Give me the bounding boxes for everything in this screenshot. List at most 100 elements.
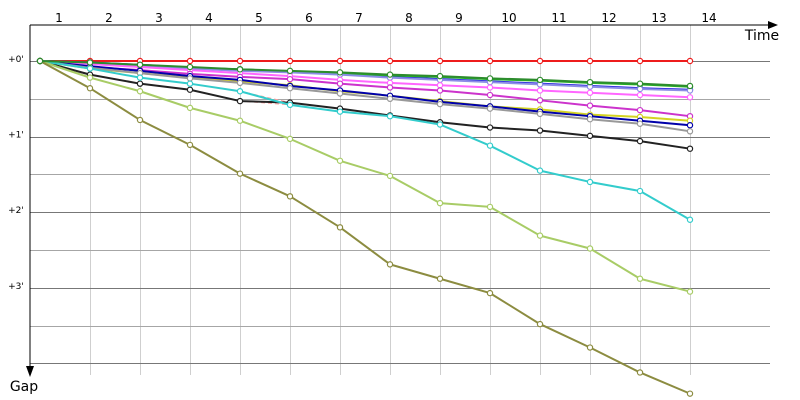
data-point: [586, 344, 594, 351]
data-point: [636, 85, 644, 93]
data-point: [436, 121, 444, 128]
x-axis-arrow-icon: [768, 21, 778, 29]
series-1: [36, 57, 694, 65]
data-point: [336, 90, 344, 97]
series-6: [36, 57, 694, 120]
series-line: [39, 60, 691, 127]
data-point: [436, 275, 444, 282]
data-point: [36, 57, 44, 65]
data-point: [186, 86, 194, 93]
series-line: [39, 60, 691, 118]
data-point: [636, 369, 644, 376]
data-point: [536, 127, 544, 134]
data-point: [236, 66, 244, 73]
y-tick-label: +1': [8, 131, 24, 141]
y-tick-label: +0': [8, 55, 24, 65]
data-point: [386, 71, 394, 78]
data-point: [286, 135, 294, 143]
series-line: [39, 60, 691, 293]
data-point: [636, 275, 644, 282]
data-point: [186, 75, 194, 82]
y-axis-label: Gap: [10, 379, 38, 395]
data-point: [686, 57, 694, 65]
data-point: [636, 91, 644, 99]
data-point: [236, 57, 244, 65]
data-point: [386, 84, 394, 91]
x-tick-label: 6: [305, 11, 313, 25]
data-point: [236, 117, 244, 124]
data-point: [386, 112, 394, 120]
data-point: [486, 91, 494, 99]
data-point: [486, 84, 494, 91]
data-point: [686, 94, 694, 101]
x-tick-label: 10: [501, 11, 516, 25]
data-point: [686, 288, 694, 295]
y-tick-labels: +0' +1' +2' +3': [8, 55, 24, 292]
data-point: [186, 141, 194, 149]
data-point: [686, 82, 694, 90]
data-point: [536, 76, 544, 84]
data-point: [186, 80, 194, 87]
data-point: [236, 88, 244, 95]
x-tick-label: 12: [601, 11, 616, 25]
series-14: [36, 57, 694, 90]
data-point: [286, 101, 294, 109]
data-point: [86, 74, 94, 81]
series-line: [39, 60, 691, 221]
x-tick-label: 11: [551, 11, 566, 25]
series-13: [36, 57, 694, 397]
x-tick-labels: 1 2 3 4 5 6 7 8 9 10 11 12 13 14: [55, 11, 716, 25]
data-point: [386, 172, 394, 180]
data-point: [636, 57, 644, 65]
data-point: [486, 105, 494, 112]
data-point: [236, 97, 244, 105]
data-point: [686, 128, 694, 135]
data-point: [486, 142, 494, 149]
data-point: [286, 85, 294, 92]
data-point: [436, 81, 444, 89]
x-tick-label: 1: [55, 11, 63, 25]
data-point: [436, 57, 444, 65]
y-tick-label: +2': [8, 206, 24, 216]
data-point: [336, 157, 344, 164]
data-point: [186, 104, 194, 112]
y-axis-arrow-icon: [26, 366, 34, 377]
data-point: [636, 137, 644, 145]
series-line: [39, 60, 691, 87]
data-point: [186, 57, 194, 65]
data-point: [686, 216, 694, 223]
data-point: [336, 57, 344, 65]
data-point: [436, 199, 444, 207]
lap-connectors: [39, 60, 691, 395]
data-point: [436, 72, 444, 80]
data-point: [486, 289, 494, 297]
data-point: [536, 57, 544, 65]
data-point: [686, 145, 694, 152]
series-line: [39, 60, 691, 150]
data-point: [136, 74, 144, 81]
data-point: [486, 57, 494, 65]
data-point: [536, 167, 544, 174]
data-point: [236, 170, 244, 177]
data-point: [136, 61, 144, 68]
data-point: [486, 124, 494, 131]
series-line: [39, 60, 691, 395]
data-point: [536, 97, 544, 104]
data-point: [536, 320, 544, 328]
data-point: [286, 193, 294, 200]
data-point: [686, 122, 694, 129]
data-point: [136, 88, 144, 95]
data-point: [586, 89, 594, 96]
data-point: [286, 75, 294, 83]
x-tick-label: 2: [105, 11, 113, 25]
x-tick-label: 14: [701, 11, 716, 25]
data-point: [436, 87, 444, 94]
axes: Time Gap: [10, 21, 779, 395]
data-point: [436, 100, 444, 108]
data-point: [286, 67, 294, 75]
data-point: [586, 78, 594, 86]
x-axis-label: Time: [744, 28, 779, 44]
data-point: [86, 65, 94, 72]
x-tick-label: 13: [651, 11, 666, 25]
